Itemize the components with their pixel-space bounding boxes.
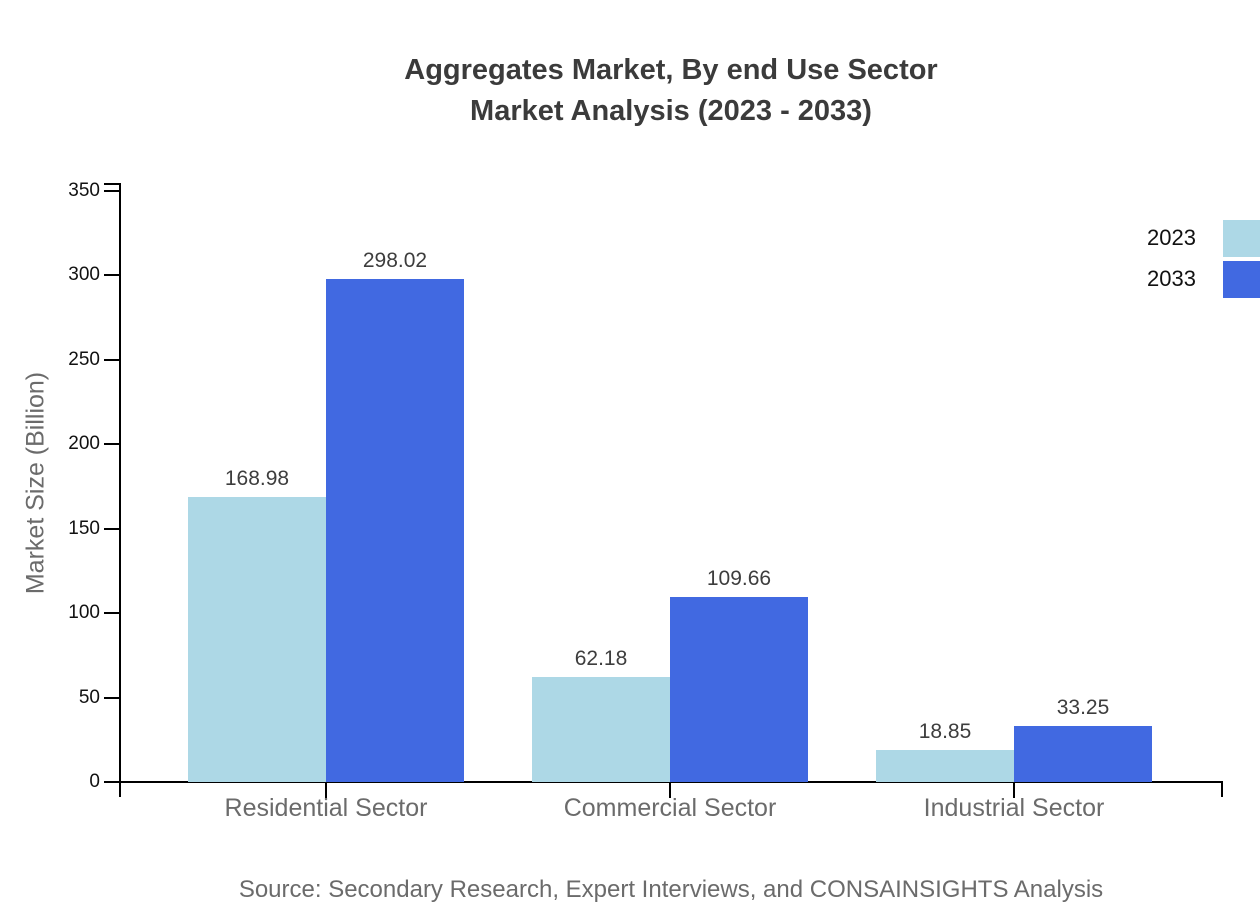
x-axis-right-cap [1221, 781, 1223, 797]
y-axis-line [119, 183, 121, 797]
chart-title-line-2: Market Analysis (2023 - 2033) [470, 95, 872, 127]
bar-value-label-2023-commercial-sector: 62.18 [574, 647, 628, 670]
y-tick-label-100: 100 [68, 602, 100, 624]
y-tick-mark-200 [104, 443, 120, 446]
y-tick-label-200: 200 [68, 433, 100, 455]
bar-value-label-2023-industrial-sector: 18.85 [918, 720, 972, 744]
bar-value-label-2033-industrial-sector: 33.25 [1056, 695, 1110, 719]
legend-label-2033: 2033 [1147, 266, 1196, 291]
legend-swatch-2033 [1223, 261, 1260, 298]
y-tick-mark-150 [104, 527, 120, 530]
y-tick-mark-50 [104, 696, 120, 699]
bar-2023-industrial-sector [876, 750, 1014, 782]
legend-swatch-2023 [1223, 220, 1260, 257]
y-tick-mark-100 [104, 612, 120, 615]
category-label-residential-sector: Residential Sector [224, 794, 428, 822]
y-tick-mark-250 [104, 358, 120, 361]
bar-2033-industrial-sector [1014, 725, 1152, 782]
x-tick-mark-residential-sector [325, 782, 327, 798]
y-tick-label-0: 0 [89, 771, 100, 792]
y-tick-mark-0 [104, 781, 120, 783]
chart-title: Aggregates Market, By end Use Sector Mar… [120, 50, 1222, 132]
bar-2023-commercial-sector [532, 677, 670, 782]
chart-title-line-1: Aggregates Market, By end Use Sector [404, 54, 938, 86]
bar-2033-residential-sector [326, 278, 464, 782]
legend-label-2023: 2023 [1147, 225, 1196, 250]
y-axis-top-cap [104, 183, 120, 185]
x-axis-line [119, 781, 1223, 783]
category-label-commercial-sector: Commercial Sector [563, 794, 777, 822]
y-tick-mark-300 [104, 274, 120, 277]
y-tick-mark-350 [104, 190, 120, 192]
y-tick-label-300: 300 [68, 264, 100, 286]
y-tick-label-350: 350 [68, 180, 100, 201]
x-tick-mark-industrial-sector [1013, 782, 1015, 798]
bar-2033-commercial-sector [670, 596, 808, 782]
bar-value-label-2023-residential-sector: 168.98 [224, 466, 290, 490]
y-tick-label-50: 50 [78, 686, 100, 708]
bar-value-label-2033-commercial-sector: 109.66 [706, 566, 772, 590]
y-axis-title: Market Size (Billion) [21, 371, 50, 595]
source-note: Source: Secondary Research, Expert Inter… [238, 876, 1104, 903]
bar-value-label-2033-residential-sector: 298.02 [362, 248, 428, 272]
y-tick-label-250: 250 [68, 348, 100, 370]
category-label-industrial-sector: Industrial Sector [923, 794, 1105, 822]
y-tick-label-150: 150 [68, 517, 100, 539]
bar-2023-residential-sector [188, 496, 326, 782]
x-tick-mark-commercial-sector [669, 782, 671, 798]
